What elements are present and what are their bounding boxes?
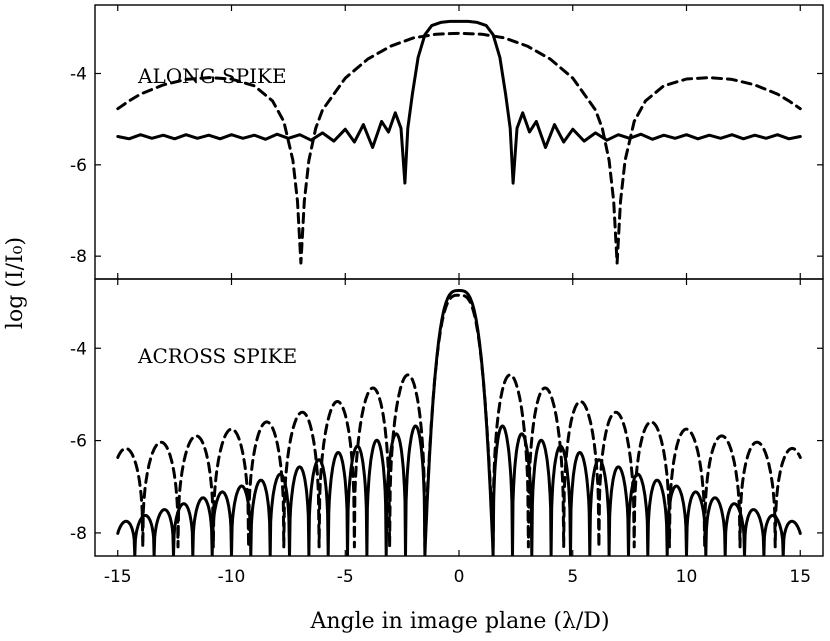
series-line-dashed [116,31,802,265]
x-tick-label: 15 [789,567,811,587]
x-tick-label: 0 [454,567,465,587]
y-tick-label: -6 [70,432,87,452]
y-tick-label: -6 [70,156,87,176]
y-tick-label: -4 [70,65,87,85]
panel-frame-top [94,4,824,280]
x-tick-label: -10 [218,567,246,587]
y-tick-label: -4 [70,339,87,359]
x-tick-label: 10 [676,567,698,587]
x-axis-label: Angle in image plane (λ/D) [309,609,609,634]
series-line-solid [116,19,802,185]
x-tick-label: 5 [567,567,578,587]
panel-label-across: ACROSS SPIKE [137,344,297,368]
panel-across-spike: -15 -10 -5 0 5 10 15 -4 -6 -8 ACROSS SPIKE [70,278,824,587]
panel-along-spike: -4 -6 -8 ALONG SPIKE [70,4,824,280]
panel-frame-bottom [94,278,824,557]
x-tick-label: -15 [104,567,132,587]
panel-label-along: ALONG SPIKE [137,64,287,88]
y-axis-label: log (I/I₀) [3,237,28,329]
series-line-dashed [116,293,802,549]
y-tick-label: -8 [70,247,87,267]
series-line-solid [116,289,802,556]
y-tick-label: -8 [70,524,87,544]
x-tick-label: -5 [337,567,354,587]
